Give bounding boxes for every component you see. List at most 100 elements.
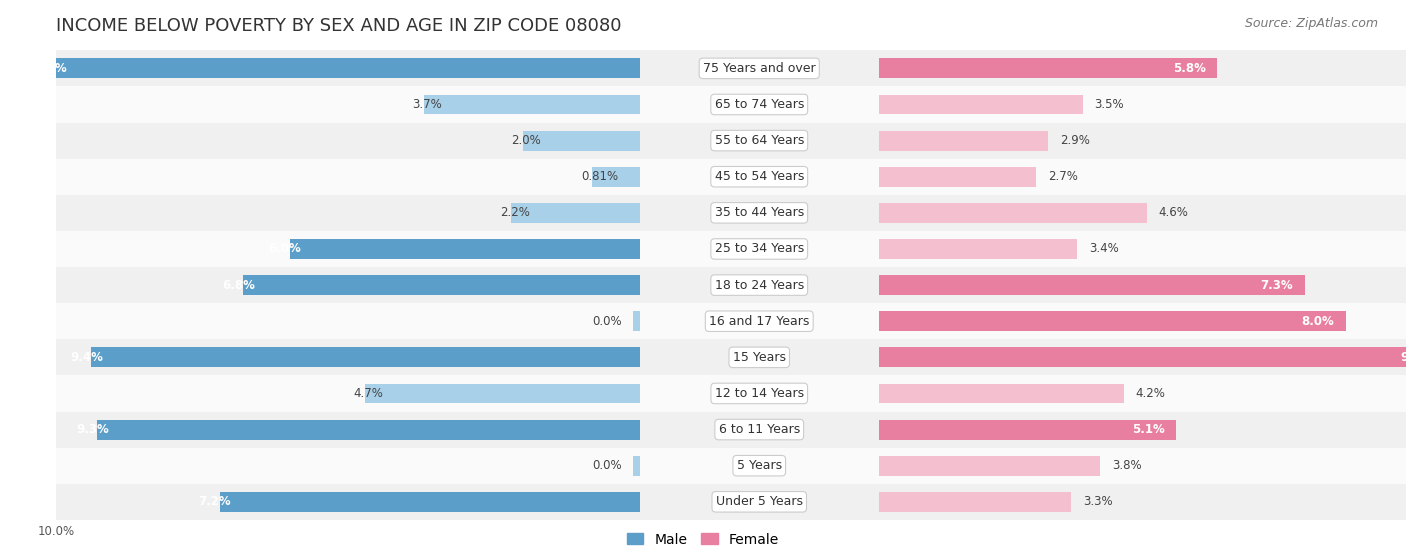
Text: 35 to 44 Years: 35 to 44 Years <box>714 206 804 219</box>
Bar <box>219 492 640 511</box>
Text: 0.0%: 0.0% <box>592 315 623 328</box>
Text: 4.7%: 4.7% <box>354 387 384 400</box>
Text: 9.4%: 9.4% <box>70 351 103 364</box>
Bar <box>879 456 1101 476</box>
Text: 16 and 17 Years: 16 and 17 Years <box>709 315 810 328</box>
Bar <box>423 94 640 115</box>
Text: 10.0%: 10.0% <box>27 62 67 75</box>
Text: Source: ZipAtlas.com: Source: ZipAtlas.com <box>1244 17 1378 30</box>
Text: 45 to 54 Years: 45 to 54 Years <box>714 170 804 183</box>
Bar <box>879 411 1406 448</box>
Text: 2.2%: 2.2% <box>499 206 530 219</box>
Text: 65 to 74 Years: 65 to 74 Years <box>714 98 804 111</box>
Text: Under 5 Years: Under 5 Years <box>716 495 803 508</box>
Bar <box>56 411 640 448</box>
Bar <box>56 50 640 87</box>
Bar <box>640 484 879 520</box>
Bar <box>512 203 640 223</box>
Text: 55 to 64 Years: 55 to 64 Years <box>714 134 804 147</box>
Bar <box>640 159 879 195</box>
Text: 2.0%: 2.0% <box>512 134 541 147</box>
Text: 3.7%: 3.7% <box>412 98 441 111</box>
Bar <box>56 122 640 159</box>
Text: 7.3%: 7.3% <box>1260 278 1294 292</box>
Bar <box>879 339 1406 376</box>
Text: 75 Years and over: 75 Years and over <box>703 62 815 75</box>
Bar <box>91 347 640 367</box>
Bar <box>879 311 1346 331</box>
Bar <box>56 267 640 303</box>
Bar <box>640 50 879 87</box>
Text: 18 to 24 Years: 18 to 24 Years <box>714 278 804 292</box>
Text: 3.5%: 3.5% <box>1095 98 1125 111</box>
Text: 5.8%: 5.8% <box>1173 62 1205 75</box>
Bar <box>879 59 1218 78</box>
Text: 3.4%: 3.4% <box>1088 243 1119 255</box>
Bar <box>879 383 1123 404</box>
Text: 9.7%: 9.7% <box>1400 351 1406 364</box>
Text: 8.0%: 8.0% <box>1301 315 1334 328</box>
Bar <box>633 456 640 476</box>
Bar <box>633 311 640 331</box>
Bar <box>56 87 640 122</box>
Bar <box>879 94 1083 115</box>
Bar <box>879 448 1406 484</box>
Text: 2.7%: 2.7% <box>1047 170 1078 183</box>
Bar <box>56 484 640 520</box>
Bar <box>97 420 640 439</box>
Bar <box>243 275 640 295</box>
Text: 2.9%: 2.9% <box>1060 134 1090 147</box>
Bar <box>640 339 879 376</box>
Bar <box>290 239 640 259</box>
Bar <box>640 411 879 448</box>
Bar <box>56 195 640 231</box>
Bar <box>56 339 640 376</box>
Bar <box>879 303 1406 339</box>
Legend: Male, Female: Male, Female <box>621 527 785 552</box>
Bar <box>640 303 879 339</box>
Text: 4.2%: 4.2% <box>1136 387 1166 400</box>
Bar <box>879 347 1406 367</box>
Bar <box>879 167 1036 187</box>
Bar <box>879 267 1406 303</box>
Bar <box>879 231 1406 267</box>
Text: 3.3%: 3.3% <box>1083 495 1112 508</box>
Bar <box>640 376 879 411</box>
Bar <box>56 303 640 339</box>
Bar <box>640 122 879 159</box>
Bar <box>879 131 1047 150</box>
Text: 12 to 14 Years: 12 to 14 Years <box>714 387 804 400</box>
Text: 6 to 11 Years: 6 to 11 Years <box>718 423 800 436</box>
Bar <box>879 420 1177 439</box>
Bar <box>56 159 640 195</box>
Bar <box>56 448 640 484</box>
Text: 6.0%: 6.0% <box>269 243 301 255</box>
Bar <box>640 231 879 267</box>
Bar <box>592 167 640 187</box>
Bar <box>879 203 1147 223</box>
Bar <box>523 131 640 150</box>
Text: 3.8%: 3.8% <box>1112 459 1142 472</box>
Bar <box>56 231 640 267</box>
Text: 25 to 34 Years: 25 to 34 Years <box>714 243 804 255</box>
Bar <box>879 492 1071 511</box>
Text: 7.2%: 7.2% <box>198 495 231 508</box>
Bar <box>879 159 1406 195</box>
Text: 5 Years: 5 Years <box>737 459 782 472</box>
Bar <box>879 195 1406 231</box>
Bar <box>366 383 640 404</box>
Text: 5.1%: 5.1% <box>1132 423 1164 436</box>
Bar <box>879 376 1406 411</box>
Bar <box>879 50 1406 87</box>
Text: 0.0%: 0.0% <box>592 459 623 472</box>
Bar <box>640 87 879 122</box>
Bar <box>640 267 879 303</box>
Bar <box>879 239 1077 259</box>
Bar <box>640 448 879 484</box>
Bar <box>640 195 879 231</box>
Bar <box>879 484 1406 520</box>
Text: 6.8%: 6.8% <box>222 278 254 292</box>
Text: 15 Years: 15 Years <box>733 351 786 364</box>
Text: 0.81%: 0.81% <box>581 170 617 183</box>
Bar <box>56 376 640 411</box>
